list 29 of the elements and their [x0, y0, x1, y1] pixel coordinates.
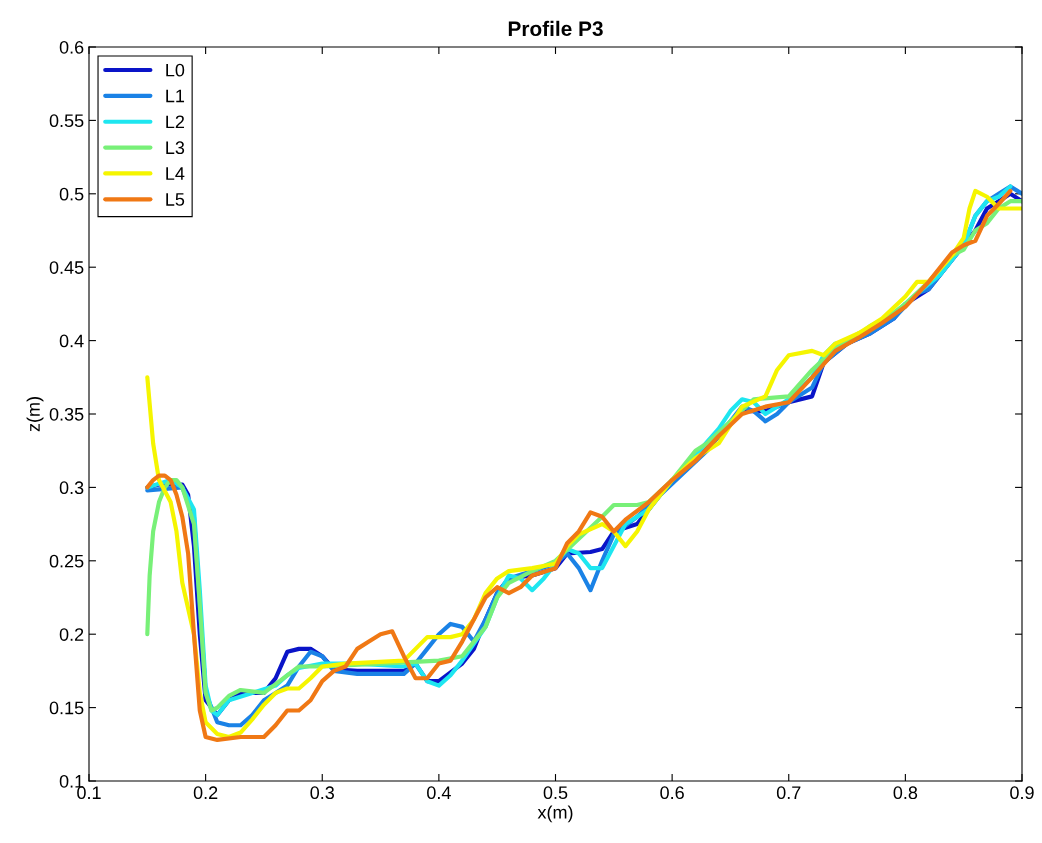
x-tick-label: 0.8 — [893, 786, 918, 800]
legend-label: L2 — [166, 115, 185, 129]
y-tick-label: 0.15 — [49, 701, 84, 715]
x-tick-label: 0.5 — [543, 786, 568, 800]
y-tick-label: 0.55 — [49, 114, 84, 128]
x-axis-title: x(m) — [537, 805, 573, 823]
y-tick-label: 0.2 — [59, 628, 84, 641]
y-tick-label: 0.45 — [49, 261, 84, 274]
y-tick-label: 0.5 — [59, 187, 84, 201]
x-tick-label: 0.1 — [77, 786, 101, 800]
legend-label: L5 — [166, 193, 185, 206]
x-tick-label: 0.3 — [310, 786, 335, 800]
legend-label: L4 — [166, 167, 185, 180]
chart-title: Profile P3 — [508, 20, 603, 37]
x-tick-label: 0.9 — [1010, 786, 1034, 800]
legend-label: L3 — [166, 141, 185, 155]
y-tick-label: 0.3 — [59, 481, 84, 495]
y-tick-label: 0.35 — [49, 407, 84, 421]
y-tick-label: 0.4 — [59, 334, 84, 348]
x-tick-label: 0.7 — [776, 786, 801, 800]
x-tick-label: 0.4 — [427, 786, 451, 800]
legend-label: L1 — [166, 89, 185, 103]
y-tick-label: 0.1 — [59, 774, 84, 788]
y-tick-label: 0.6 — [59, 40, 84, 54]
y-tick-label: 0.25 — [49, 554, 84, 568]
x-tick-label: 0.2 — [193, 786, 218, 800]
x-tick-label: 0.6 — [660, 786, 684, 800]
y-axis-title: z(m) — [26, 397, 44, 432]
legend-label: L0 — [166, 63, 185, 77]
